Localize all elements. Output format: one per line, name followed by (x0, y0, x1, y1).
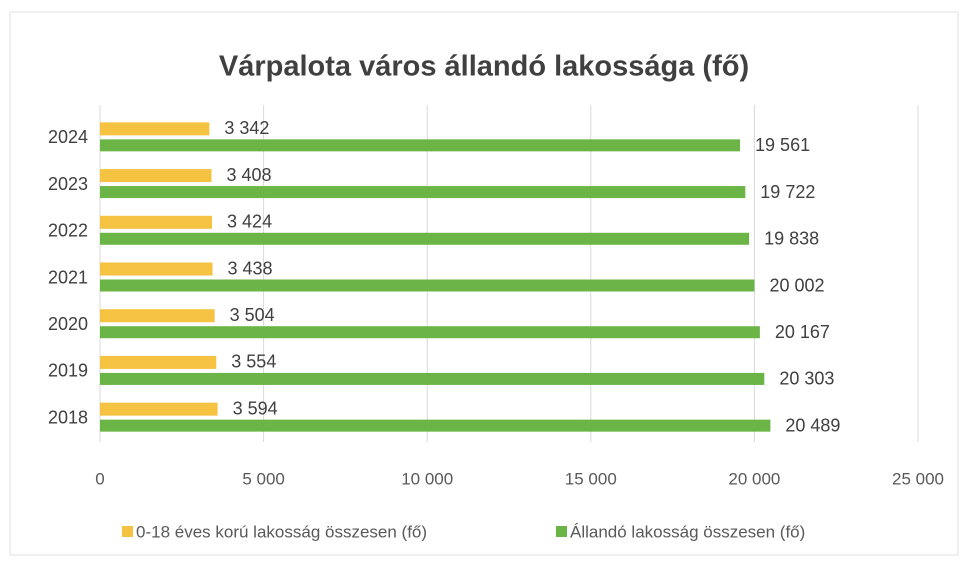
x-tick-label: 0 (95, 469, 104, 488)
data-label: 3 554 (231, 352, 276, 372)
bar (100, 419, 771, 432)
legend-label: Állandó lakosság összesen (fő) (570, 522, 805, 541)
bar (100, 309, 215, 323)
x-tick-label: 25 000 (892, 469, 944, 488)
y-tick-label: 2022 (48, 221, 88, 241)
data-label: 3 594 (233, 398, 278, 418)
bar (100, 279, 755, 292)
data-label: 20 489 (785, 415, 840, 435)
bar (100, 122, 210, 136)
legend-label: 0-18 éves korú lakosság összesen (fő) (136, 522, 427, 541)
bar (100, 169, 212, 183)
bar (100, 355, 217, 369)
y-tick-label: 2018 (48, 407, 88, 427)
data-label: 19 838 (764, 229, 819, 249)
bar (100, 326, 760, 339)
x-tick-label: 5 000 (242, 469, 285, 488)
data-label: 3 424 (227, 212, 272, 232)
data-label: 3 438 (227, 258, 272, 278)
x-tick-label: 10 000 (401, 469, 453, 488)
y-tick-label: 2020 (48, 314, 88, 334)
bar (100, 262, 213, 276)
y-tick-label: 2019 (48, 361, 88, 381)
bar (100, 215, 213, 229)
chart-title: Várpalota város állandó lakossága (fő) (219, 51, 749, 83)
bar (100, 372, 765, 385)
data-label: 3 504 (230, 305, 275, 325)
data-label: 3 342 (224, 118, 269, 138)
y-tick-label: 2021 (48, 267, 88, 287)
y-tick-label: 2024 (48, 127, 88, 147)
data-label: 19 722 (760, 182, 815, 202)
x-tick-label: 15 000 (565, 469, 617, 488)
legend-swatch (122, 526, 133, 537)
y-tick-label: 2023 (48, 174, 88, 194)
bar (100, 139, 741, 152)
data-label: 20 002 (769, 275, 824, 295)
legend-swatch (556, 526, 567, 537)
bar (100, 232, 750, 245)
data-label: 20 167 (775, 322, 830, 342)
data-label: 3 408 (227, 165, 272, 185)
bar (100, 186, 746, 199)
x-tick-label: 20 000 (728, 469, 780, 488)
data-label: 19 561 (755, 135, 810, 155)
bar (100, 402, 218, 416)
data-label: 20 303 (779, 369, 834, 389)
